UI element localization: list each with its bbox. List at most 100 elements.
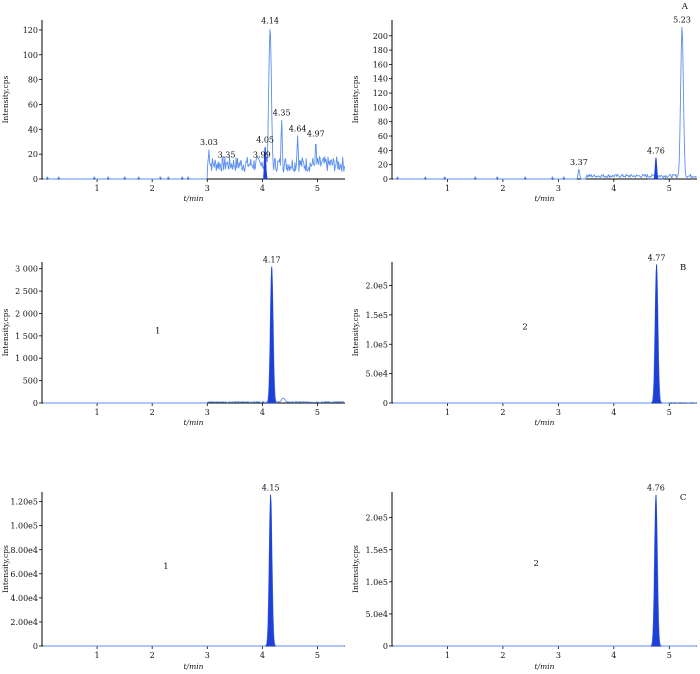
y-tick-label: 1.00e5 <box>10 522 38 531</box>
y-tick-label: 80 <box>28 76 38 85</box>
peak-label: 4.64 <box>289 125 307 134</box>
integrated-peak-area <box>266 266 278 404</box>
y-tick-label: 1 500 <box>15 332 38 341</box>
y-tick-label: 0 <box>33 175 38 184</box>
x-tick-label: 2 <box>500 651 505 660</box>
x-tick-label: 1 <box>95 651 100 660</box>
y-axis-label: Intensity,cps <box>351 545 360 593</box>
chart-panel-bottom-right: 0 5.0e4 1.0e5 1.5e5 2.0e5 1 2 3 4 5 t/min Intensity… <box>351 484 697 671</box>
y-tick-label: 40 <box>28 125 38 134</box>
peak-label: 4.17 <box>263 255 281 264</box>
y-tick-label: 40 <box>378 146 388 155</box>
peak-label: 4.76 <box>647 484 665 493</box>
series-line <box>43 29 346 180</box>
peak-label: 3.99 <box>253 151 271 160</box>
y-tick-label: 2 000 <box>15 309 38 318</box>
peak-label: 3.35 <box>218 151 236 160</box>
y-tick-label: 200 <box>373 32 388 41</box>
y-tick-label: 20 <box>378 161 388 170</box>
peak-label: 5.23 <box>673 15 691 24</box>
x-tick-label: 5 <box>667 408 672 417</box>
series-line <box>43 266 345 404</box>
peak-label: 4.05 <box>256 136 274 145</box>
peak-label: 4.35 <box>273 108 291 117</box>
y-tick-label: 0 <box>33 399 38 408</box>
x-tick-label: 3 <box>556 408 561 417</box>
y-tick-label: 160 <box>373 60 388 69</box>
compound-label: 1 <box>155 327 160 337</box>
y-tick-label: 5.0e4 <box>365 370 388 379</box>
y-tick-label: 0 <box>383 399 388 408</box>
y-tick-label: 5.0e4 <box>365 610 388 619</box>
y-tick-label: 1.20e5 <box>10 498 38 507</box>
x-tick-label: 2 <box>150 184 155 193</box>
compound-label: 2 <box>533 559 538 569</box>
x-tick-label: 5 <box>315 408 320 417</box>
x-tick-label: 1 <box>445 184 450 193</box>
y-tick-label: 100 <box>373 103 388 112</box>
series-line <box>43 494 345 647</box>
x-tick-label: 5 <box>315 651 320 660</box>
x-tick-label: 5 <box>667 651 672 660</box>
integrated-peak-area <box>650 494 662 647</box>
x-tick-label: 4 <box>260 651 265 660</box>
y-tick-label: 2.0e5 <box>365 514 388 523</box>
y-tick-label: 3 000 <box>15 265 38 274</box>
panel-label: B <box>680 263 686 273</box>
chart-panel-top-left: 0 20 40 60 80 100 120 1 2 3 4 5 t/min Intensity,cps 3.… <box>1 16 346 203</box>
compound-label: 2 <box>522 323 527 333</box>
x-axis-label: t/min <box>535 194 555 203</box>
y-tick-label: 0 <box>383 175 388 184</box>
peak-label: 3.37 <box>570 158 588 167</box>
y-tick-label: 180 <box>373 46 388 55</box>
x-tick-label: 3 <box>205 184 210 193</box>
x-tick-label: 5 <box>315 184 320 193</box>
y-tick-label: 120 <box>23 26 38 35</box>
x-axis-label: t/min <box>184 418 204 427</box>
y-tick-label: 140 <box>373 75 388 84</box>
x-tick-label: 3 <box>205 408 210 417</box>
y-axis-label: Intensity,cps <box>351 308 360 356</box>
y-tick-label: 4.00e4 <box>10 594 38 603</box>
y-tick-label: 60 <box>378 132 388 141</box>
y-tick-label: 1 000 <box>15 354 38 363</box>
series-line <box>393 264 697 404</box>
integrated-peak-area <box>265 494 276 647</box>
x-tick-label: 3 <box>556 184 561 193</box>
integrated-peak-area <box>648 156 664 180</box>
chart-panel-middle-left: 0 500 1 000 1 500 2 000 2 500 3 000 1 2 3 4 5 t/min I… <box>1 255 345 427</box>
x-axis-label: t/min <box>184 662 204 671</box>
y-tick-label: 8.00e4 <box>10 546 38 555</box>
y-tick-label: 1.5e5 <box>365 546 388 555</box>
y-tick-label: 6.00e4 <box>10 570 38 579</box>
x-tick-label: 3 <box>205 651 210 660</box>
y-tick-label: 0 <box>383 642 388 651</box>
y-tick-label: 500 <box>23 377 38 386</box>
compound-label: 1 <box>163 562 168 572</box>
x-tick-label: 1 <box>95 408 100 417</box>
peak-label: 4.76 <box>647 147 665 156</box>
x-tick-label: 1 <box>95 184 100 193</box>
chart-panel-bottom-left: 0 2.00e4 4.00e4 6.00e4 8.00e4 1.00e5 1.20e5 1 2 3… <box>1 483 345 671</box>
y-tick-label: 2.0e5 <box>365 282 388 291</box>
x-tick-label: 3 <box>556 651 561 660</box>
x-tick-label: 2 <box>150 408 155 417</box>
panel-label: A <box>681 2 689 12</box>
chart-panel-top-right: 0 20 40 60 80 100 120 140 160 180 200 1 2 3 4 5 t/min Int… <box>351 2 697 203</box>
chart-panel-middle-right: 0 5.0e4 1.0e5 1.5e5 2.0e5 1 2 3 4 5 t/min Intensity… <box>351 253 697 427</box>
y-tick-label: 20 <box>28 150 38 159</box>
y-tick-label: 120 <box>373 89 388 98</box>
y-tick-label: 2.00e4 <box>10 618 38 627</box>
x-tick-label: 4 <box>260 408 265 417</box>
y-tick-label: 60 <box>28 100 38 109</box>
y-tick-label: 1.0e5 <box>365 340 388 349</box>
y-axis-label: Intensity,cps <box>1 75 10 123</box>
series-line <box>393 494 697 647</box>
y-tick-label: 80 <box>378 118 388 127</box>
peak-label: 4.77 <box>648 253 666 262</box>
x-axis-label: t/min <box>184 194 204 203</box>
x-tick-label: 2 <box>500 184 505 193</box>
peak-label: 4.97 <box>307 129 325 138</box>
y-axis-label: Intensity,cps <box>351 75 360 123</box>
